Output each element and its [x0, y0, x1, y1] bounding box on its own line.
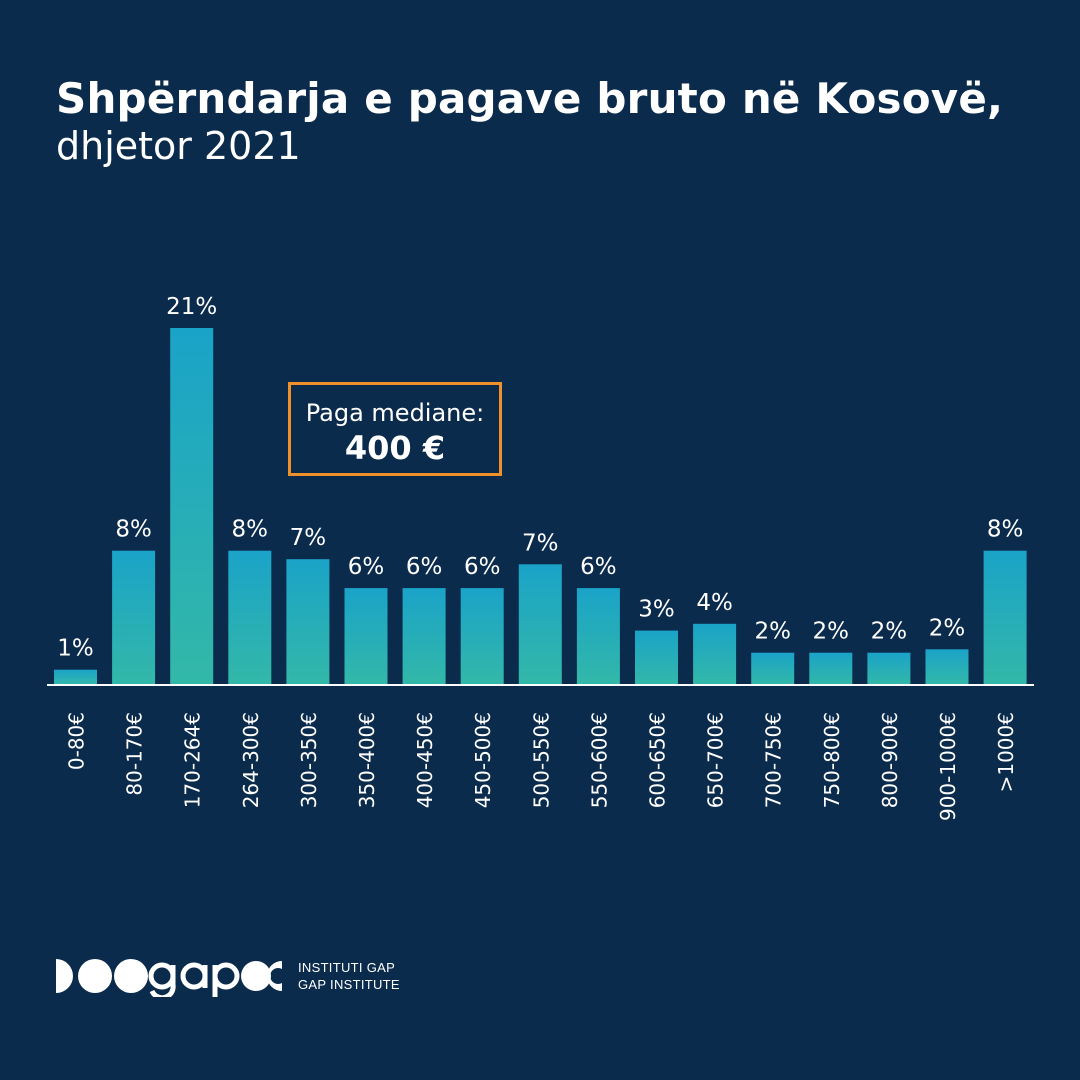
category-label-12: 700-750€ — [762, 712, 786, 808]
bar-11 — [693, 623, 737, 685]
category-label-4: 300-350€ — [297, 712, 321, 808]
value-label-3: 8% — [232, 517, 269, 543]
median-value: 400 € — [344, 429, 446, 467]
value-label-4: 7% — [290, 525, 327, 551]
bar-16 — [983, 550, 1027, 685]
bar-9 — [576, 588, 620, 685]
bar-7 — [460, 588, 504, 685]
bar-0 — [54, 669, 97, 685]
median-label: Paga mediane: — [305, 399, 485, 427]
value-label-10: 3% — [638, 597, 675, 623]
gap-logo-mark — [56, 959, 282, 997]
value-label-12: 2% — [754, 619, 791, 645]
value-label-2: 21% — [166, 294, 217, 320]
bar-12 — [751, 652, 795, 685]
bar-13 — [809, 652, 853, 685]
value-label-15: 2% — [929, 615, 966, 641]
bar-6 — [402, 588, 446, 685]
category-label-14: 800-900€ — [878, 712, 902, 808]
value-label-16: 8% — [987, 517, 1024, 543]
value-label-8: 7% — [522, 530, 559, 556]
value-label-6: 6% — [406, 554, 443, 580]
logo-line-1: INSTITUTI GAP — [298, 960, 396, 975]
value-label-9: 6% — [580, 554, 617, 580]
category-label-2: 170-264€ — [181, 712, 205, 808]
bar-5 — [344, 588, 388, 685]
chart-subtitle: dhjetor 2021 — [56, 124, 301, 168]
category-label-0: 0-80€ — [65, 712, 89, 770]
logo-line-2: GAP INSTITUTE — [298, 977, 400, 992]
gap-institute-logo: INSTITUTI GAP GAP INSTITUTE — [54, 955, 400, 997]
bar-4 — [286, 559, 330, 685]
bar-3 — [228, 550, 272, 685]
category-label-9: 550-600€ — [587, 712, 611, 808]
logo-text: INSTITUTI GAP GAP INSTITUTE — [298, 959, 400, 993]
value-label-5: 6% — [348, 554, 385, 580]
category-label-8: 500-550€ — [529, 712, 553, 808]
category-label-13: 750-800€ — [820, 712, 844, 808]
value-labels-group: 1% 8% 21% 8% 7% 6% 6% 6% 7% 6% 3% 4% 2% 2% 2% 2% 8% — [57, 294, 1023, 662]
bar-15 — [925, 649, 969, 685]
category-label-3: 264-300€ — [239, 712, 263, 808]
category-label-6: 400-450€ — [413, 712, 437, 808]
median-annotation: Paga mediane: 400 € — [288, 382, 502, 476]
category-label-1: 80-170€ — [123, 712, 147, 796]
bars-group — [54, 328, 1027, 685]
chart-title: Shpërndarja e pagave bruto në Kosovë, — [56, 74, 1004, 123]
category-label-10: 600-650€ — [646, 712, 670, 808]
category-label-15: 900-1000€ — [936, 712, 960, 821]
category-label-5: 350-400€ — [355, 712, 379, 808]
bar-14 — [867, 652, 911, 685]
bar-2 — [170, 328, 214, 685]
category-label-16: >1000€ — [994, 712, 1018, 792]
value-label-1: 8% — [115, 517, 152, 543]
bar-8 — [518, 564, 562, 685]
value-label-0: 1% — [57, 636, 94, 662]
value-label-14: 2% — [871, 619, 908, 645]
category-label-7: 450-500€ — [471, 712, 495, 808]
category-labels-group: 0-80€ 80-170€ 170-264€ 264-300€ 300-350€ 350-… — [65, 712, 1019, 821]
value-label-11: 4% — [696, 590, 733, 616]
value-label-13: 2% — [813, 619, 850, 645]
value-label-7: 6% — [464, 554, 501, 580]
bar-10 — [635, 630, 678, 685]
bar-1 — [112, 550, 156, 685]
category-label-11: 650-700€ — [704, 712, 728, 808]
